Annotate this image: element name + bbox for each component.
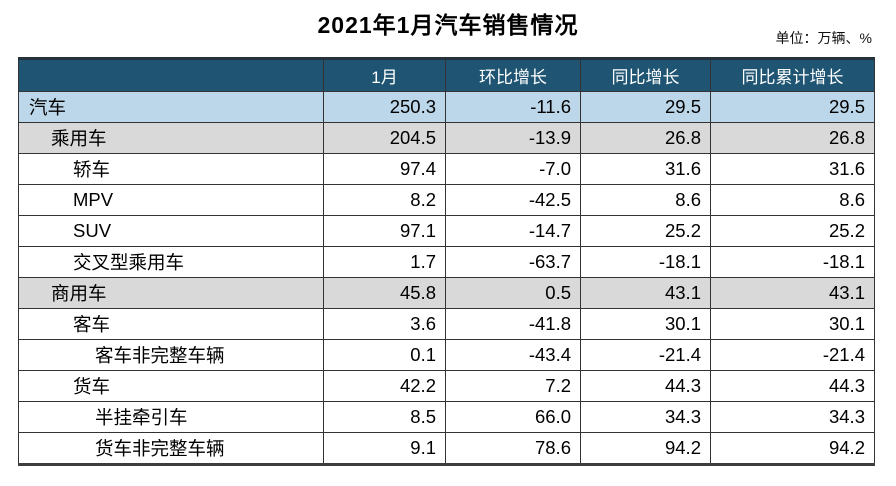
value-cell: 26.8 — [580, 122, 711, 154]
row-label-cell: 交叉型乘用车 — [18, 246, 324, 278]
value-cell: 94.2 — [580, 432, 711, 465]
value-cell: -13.9 — [445, 122, 581, 154]
value-cell: 30.1 — [580, 308, 711, 340]
value-cell: 8.6 — [580, 184, 711, 216]
value-cell: 25.2 — [710, 215, 875, 247]
table-row: 半挂牵引车 8.5 66.0 34.3 34.3 — [18, 401, 875, 433]
value-cell: -14.7 — [445, 215, 581, 247]
value-cell: 7.2 — [445, 370, 581, 402]
value-cell: 3.6 — [323, 308, 446, 340]
value-cell: 29.5 — [580, 91, 711, 123]
value-cell: -41.8 — [445, 308, 581, 340]
table-row: 交叉型乘用车 1.7 -63.7 -18.1 -18.1 — [18, 246, 875, 278]
value-cell: -18.1 — [710, 246, 875, 278]
table-row: SUV 97.1 -14.7 25.2 25.2 — [18, 215, 875, 247]
value-cell: 25.2 — [580, 215, 711, 247]
value-cell: 1.7 — [323, 246, 446, 278]
value-cell: -7.0 — [445, 153, 581, 185]
value-cell: 8.2 — [323, 184, 446, 216]
value-cell: -43.4 — [445, 339, 581, 371]
value-cell: -63.7 — [445, 246, 581, 278]
row-label-cell: 客车非完整车辆 — [18, 339, 324, 371]
table-row: 客车非完整车辆 0.1 -43.4 -21.4 -21.4 — [18, 339, 875, 371]
value-cell: 44.3 — [710, 370, 875, 402]
header-cell: 同比增长 — [580, 58, 711, 92]
value-cell: 94.2 — [710, 432, 875, 465]
header-cell-label — [18, 58, 324, 92]
table-row: 货车非完整车辆 9.1 78.6 94.2 94.2 — [18, 432, 875, 465]
row-label-cell: 货车 — [18, 370, 324, 402]
row-label-cell: 客车 — [18, 308, 324, 340]
value-cell: 204.5 — [323, 122, 446, 154]
row-label-cell: 汽车 — [18, 91, 324, 123]
sales-table: 1月 环比增长 同比增长 同比累计增长 汽车 250.3 -11.6 29.5 29.5 乘用车… — [18, 57, 875, 466]
value-cell: -42.5 — [445, 184, 581, 216]
value-cell: 97.1 — [323, 215, 446, 247]
table-row: 汽车 250.3 -11.6 29.5 29.5 — [18, 91, 875, 123]
value-cell: 9.1 — [323, 432, 446, 465]
value-cell: 43.1 — [710, 277, 875, 309]
value-cell: 0.1 — [323, 339, 446, 371]
value-cell: 44.3 — [580, 370, 711, 402]
value-cell: 34.3 — [580, 401, 711, 433]
value-cell: 8.5 — [323, 401, 446, 433]
value-cell: 78.6 — [445, 432, 581, 465]
value-cell: 0.5 — [445, 277, 581, 309]
value-cell: -18.1 — [580, 246, 711, 278]
value-cell: -21.4 — [580, 339, 711, 371]
value-cell: 29.5 — [710, 91, 875, 123]
value-cell: 8.6 — [710, 184, 875, 216]
row-label-cell: 货车非完整车辆 — [18, 432, 324, 465]
table-row: 乘用车 204.5 -13.9 26.8 26.8 — [18, 122, 875, 154]
value-cell: 42.2 — [323, 370, 446, 402]
row-label-cell: 商用车 — [18, 277, 324, 309]
value-cell: 250.3 — [323, 91, 446, 123]
table-header-row: 1月 环比增长 同比增长 同比累计增长 — [18, 58, 875, 92]
page-title: 2021年1月汽车销售情况 — [317, 12, 579, 38]
value-cell: 45.8 — [323, 277, 446, 309]
table-row: 货车 42.2 7.2 44.3 44.3 — [18, 370, 875, 402]
value-cell: 43.1 — [580, 277, 711, 309]
table-body: 汽车 250.3 -11.6 29.5 29.5 乘用车 204.5 -13.9 26.8 26.… — [18, 91, 875, 465]
table-row: 商用车 45.8 0.5 43.1 43.1 — [18, 277, 875, 309]
unit-note: 单位：万辆、% — [775, 30, 872, 46]
row-label-cell: 乘用车 — [18, 122, 324, 154]
table-row: 客车 3.6 -41.8 30.1 30.1 — [18, 308, 875, 340]
table-row: MPV 8.2 -42.5 8.6 8.6 — [18, 184, 875, 216]
value-cell: 26.8 — [710, 122, 875, 154]
row-label-cell: 轿车 — [18, 153, 324, 185]
table-row: 轿车 97.4 -7.0 31.6 31.6 — [18, 153, 875, 185]
value-cell: 97.4 — [323, 153, 446, 185]
value-cell: 30.1 — [710, 308, 875, 340]
value-cell: 31.6 — [710, 153, 875, 185]
value-cell: -21.4 — [710, 339, 875, 371]
row-label-cell: SUV — [18, 215, 324, 247]
value-cell: 31.6 — [580, 153, 711, 185]
header-cell: 环比增长 — [445, 58, 581, 92]
value-cell: 34.3 — [710, 401, 875, 433]
header-cell: 同比累计增长 — [710, 58, 875, 92]
value-cell: -11.6 — [445, 91, 581, 123]
value-cell: 66.0 — [445, 401, 581, 433]
header-cell: 1月 — [323, 58, 446, 92]
row-label-cell: 半挂牵引车 — [18, 401, 324, 433]
row-label-cell: MPV — [18, 184, 324, 216]
